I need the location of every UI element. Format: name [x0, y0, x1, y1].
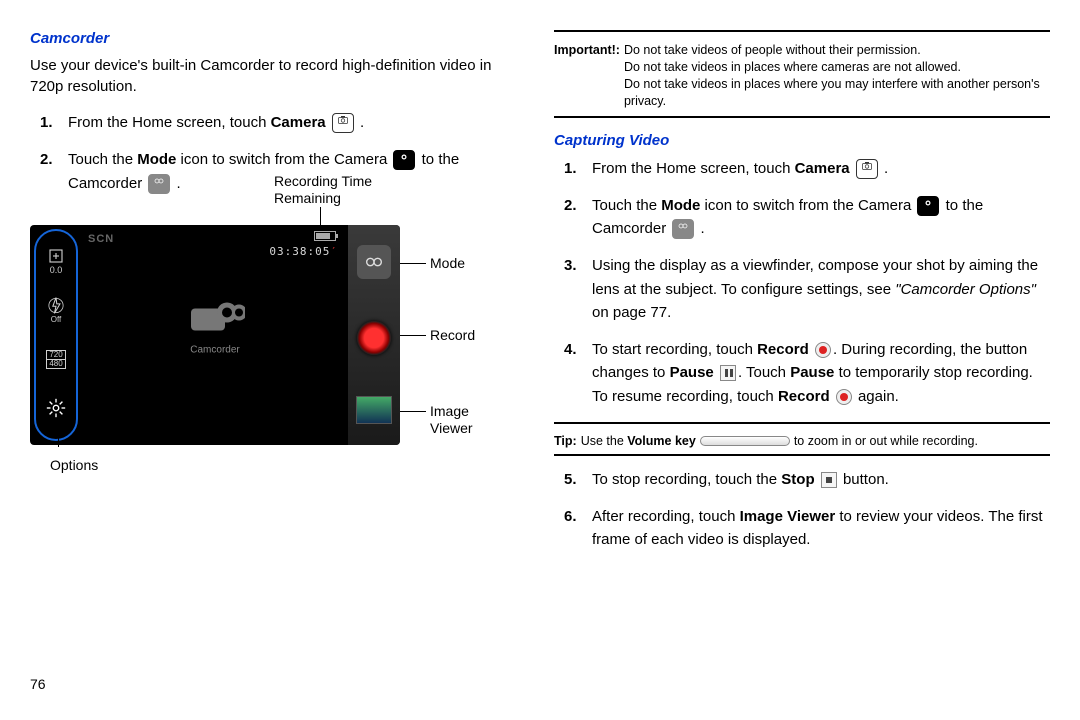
flash-icon[interactable]: Off — [42, 296, 70, 324]
page-number: 76 — [30, 676, 46, 692]
mode-button[interactable] — [357, 245, 391, 279]
scn-label: SCN — [88, 233, 114, 245]
left-column: Camcorder Use your device's built-in Cam… — [30, 30, 526, 700]
camera-icon — [332, 113, 354, 133]
right-panel — [348, 225, 400, 445]
callout-options: Options — [50, 457, 98, 473]
recording-time-label: Recording Time Remaining — [274, 173, 372, 208]
record-icon — [836, 389, 852, 405]
volume-key-icon — [700, 436, 790, 446]
timecode: 03:38:05′ — [269, 245, 338, 258]
camera-mode-dark-icon — [393, 150, 415, 170]
callout-image-viewer: Image Viewer — [430, 403, 473, 438]
camcorder-screenshot: SCN 03:38:05′ 0.0 Off 720 480 — [30, 225, 400, 445]
image-viewer-button[interactable] — [356, 396, 392, 424]
record-button[interactable] — [357, 321, 391, 355]
camcorder-mode-icon — [148, 174, 170, 194]
gear-icon[interactable] — [42, 394, 70, 422]
camcorder-center-icon: Camcorder — [185, 292, 245, 355]
camera-mode-dark-icon — [917, 196, 939, 216]
record-icon — [815, 342, 831, 358]
right-column: Important!: Do not take videos of people… — [554, 30, 1050, 700]
cv-step-2: Touch the Mode icon to switch from the C… — [592, 194, 1050, 241]
callout-record: Record — [430, 327, 475, 343]
heading-camcorder: Camcorder — [30, 30, 526, 47]
ev-icon[interactable]: 0.0 — [42, 247, 70, 275]
step-1: From the Home screen, touch Camera . — [68, 111, 526, 134]
cv-step-3: Using the display as a viewfinder, compo… — [592, 254, 1050, 324]
camcorder-mode-icon — [672, 219, 694, 239]
cv-step-5: To stop recording, touch the Stop button… — [592, 468, 1050, 491]
tip-note: Tip: Use the Volume key to zoom in or ou… — [554, 430, 1050, 454]
capturing-video-steps-cont: To stop recording, touch the Stop button… — [554, 468, 1050, 552]
camcorder-screenshot-figure: Recording Time Remaining SCN 03:38:05′ 0… — [30, 225, 526, 445]
camcorder-intro: Use your device's built-in Camcorder to … — [30, 55, 526, 97]
options-panel[interactable]: 0.0 Off 720 480 — [34, 229, 78, 441]
cv-step-4: To start recording, touch Record . Durin… — [592, 338, 1050, 408]
resolution-icon[interactable]: 720 480 — [42, 345, 70, 373]
important-note: Important!: Do not take videos of people… — [554, 38, 1050, 116]
callout-mode: Mode — [430, 255, 465, 271]
capturing-video-steps: From the Home screen, touch Camera . Tou… — [554, 157, 1050, 408]
cv-step-6: After recording, touch Image Viewer to r… — [592, 505, 1050, 552]
cv-step-1: From the Home screen, touch Camera . — [592, 157, 1050, 180]
battery-icon — [314, 231, 336, 241]
pause-icon — [720, 365, 736, 381]
stop-icon — [821, 472, 837, 488]
camera-icon — [856, 159, 878, 179]
heading-capturing-video: Capturing Video — [554, 132, 1050, 149]
